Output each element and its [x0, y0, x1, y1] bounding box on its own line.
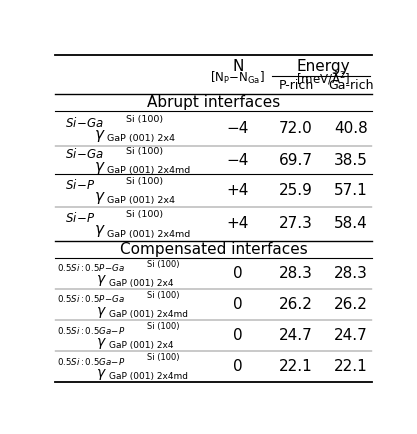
Text: 40.8: 40.8 — [334, 121, 368, 136]
Text: 24.7: 24.7 — [279, 328, 313, 343]
Text: GaP (001) 2x4: GaP (001) 2x4 — [107, 135, 175, 143]
Text: 57.1: 57.1 — [334, 183, 368, 198]
Text: $[\mathrm{meV/\AA^2}]$: $[\mathrm{meV/\AA^2}]$ — [296, 69, 351, 86]
Text: 26.2: 26.2 — [279, 297, 313, 312]
Text: 38.5: 38.5 — [334, 152, 368, 168]
Text: 22.1: 22.1 — [279, 359, 313, 374]
Text: 0: 0 — [233, 328, 243, 343]
Text: 28.3: 28.3 — [279, 266, 313, 281]
Text: Si (100): Si (100) — [126, 147, 163, 155]
Text: $\mathit{Si\!-\!P}$: $\mathit{Si\!-\!P}$ — [65, 178, 95, 192]
Text: +4: +4 — [227, 216, 249, 231]
Text: $\gamma$: $\gamma$ — [94, 160, 106, 175]
Text: Compensated interfaces: Compensated interfaces — [120, 242, 308, 257]
Text: $\mathit{Si\!-\!Ga}$: $\mathit{Si\!-\!Ga}$ — [65, 116, 104, 130]
Text: GaP (001) 2x4md: GaP (001) 2x4md — [109, 310, 188, 319]
Text: 24.7: 24.7 — [334, 328, 368, 343]
Text: Si (100): Si (100) — [148, 260, 180, 269]
Text: Si (100): Si (100) — [148, 291, 180, 300]
Text: $\gamma$: $\gamma$ — [94, 190, 106, 206]
Text: $\mathit{Si\!-\!P}$: $\mathit{Si\!-\!P}$ — [65, 211, 95, 225]
Text: Si (100): Si (100) — [148, 353, 180, 362]
Text: Ga-rich: Ga-rich — [328, 79, 374, 92]
Text: 27.3: 27.3 — [279, 216, 313, 231]
Text: Si (100): Si (100) — [126, 115, 163, 124]
Text: $\gamma$: $\gamma$ — [96, 273, 107, 289]
Text: 58.4: 58.4 — [334, 216, 368, 231]
Text: 0: 0 — [233, 359, 243, 374]
Text: GaP (001) 2x4: GaP (001) 2x4 — [109, 279, 173, 288]
Text: 28.3: 28.3 — [334, 266, 368, 281]
Text: $\gamma$: $\gamma$ — [96, 335, 107, 351]
Text: 72.0: 72.0 — [279, 121, 313, 136]
Text: $\mathit{0.5Si:0.5Ga\!-\!P}$: $\mathit{0.5Si:0.5Ga\!-\!P}$ — [57, 325, 126, 335]
Text: N: N — [232, 59, 244, 75]
Text: Si (100): Si (100) — [126, 210, 163, 220]
Text: −4: −4 — [227, 152, 249, 168]
Text: 0: 0 — [233, 266, 243, 281]
Text: Abrupt interfaces: Abrupt interfaces — [147, 95, 280, 110]
Text: GaP (001) 2x4: GaP (001) 2x4 — [109, 341, 173, 350]
Text: $\gamma$: $\gamma$ — [96, 367, 107, 381]
Text: 26.2: 26.2 — [334, 297, 368, 312]
Text: $\mathit{0.5Si:0.5Ga\!-\!P}$: $\mathit{0.5Si:0.5Ga\!-\!P}$ — [57, 355, 126, 367]
Text: Energy: Energy — [297, 59, 350, 74]
Text: GaP (001) 2x4md: GaP (001) 2x4md — [109, 372, 188, 381]
Text: Si (100): Si (100) — [126, 177, 163, 186]
Text: $\mathit{0.5Si:0.5P\!-\!Ga}$: $\mathit{0.5Si:0.5P\!-\!Ga}$ — [57, 293, 125, 304]
Text: $\mathit{Si\!-\!Ga}$: $\mathit{Si\!-\!Ga}$ — [65, 148, 104, 161]
Text: $\mathit{0.5Si:0.5P\!-\!Ga}$: $\mathit{0.5Si:0.5P\!-\!Ga}$ — [57, 263, 125, 273]
Text: P-rich: P-rich — [279, 79, 314, 92]
Text: GaP (001) 2x4md: GaP (001) 2x4md — [107, 166, 190, 174]
Text: $[\mathrm{N_P{-}N_{Ga}}]$: $[\mathrm{N_P{-}N_{Ga}}]$ — [211, 69, 265, 85]
Text: 69.7: 69.7 — [279, 152, 313, 168]
Text: $\gamma$: $\gamma$ — [94, 128, 106, 144]
Text: $\gamma$: $\gamma$ — [96, 305, 107, 319]
Text: −4: −4 — [227, 121, 249, 136]
Text: $\gamma$: $\gamma$ — [94, 224, 106, 239]
Text: GaP (001) 2x4: GaP (001) 2x4 — [107, 196, 175, 205]
Text: 0: 0 — [233, 297, 243, 312]
Text: GaP (001) 2x4md: GaP (001) 2x4md — [107, 230, 190, 239]
Text: +4: +4 — [227, 183, 249, 198]
Text: Si (100): Si (100) — [148, 322, 180, 331]
Text: 22.1: 22.1 — [334, 359, 368, 374]
Text: 25.9: 25.9 — [279, 183, 313, 198]
